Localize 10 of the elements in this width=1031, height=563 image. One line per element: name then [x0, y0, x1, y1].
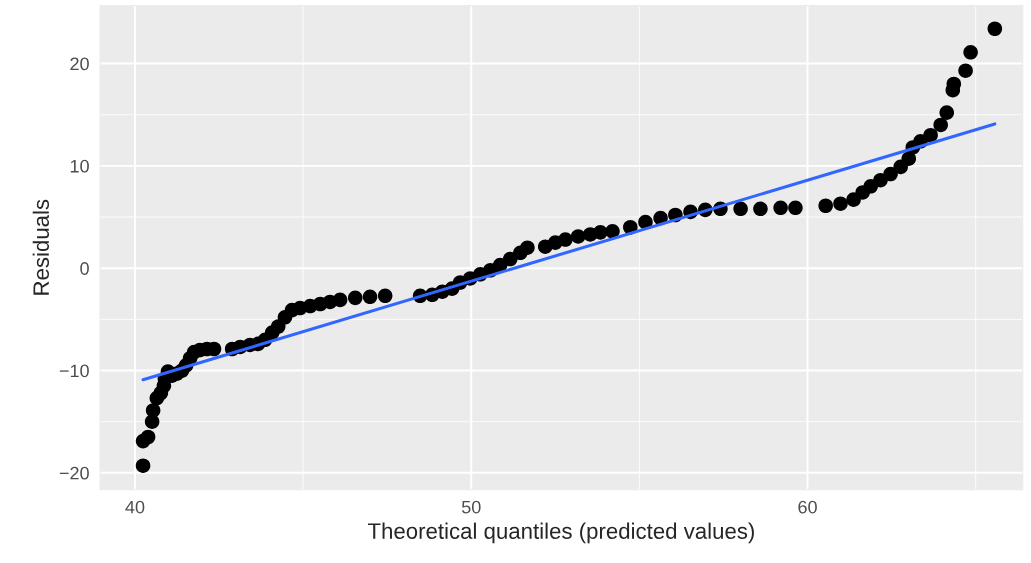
y-axis-title: Residuals: [32, 199, 50, 295]
y-tick-label: 20: [70, 57, 89, 71]
y-tick-label: 10: [70, 159, 89, 173]
x-axis-title: Theoretical quantiles (predicted values): [367, 522, 754, 544]
x-tick-label: 40: [125, 500, 145, 514]
x-tick-label: 60: [798, 500, 817, 514]
x-tick-label: 50: [461, 500, 481, 514]
y-tick-label: −10: [59, 364, 89, 378]
y-tick-label: −20: [59, 466, 89, 480]
y-tick-label: 0: [80, 262, 89, 275]
